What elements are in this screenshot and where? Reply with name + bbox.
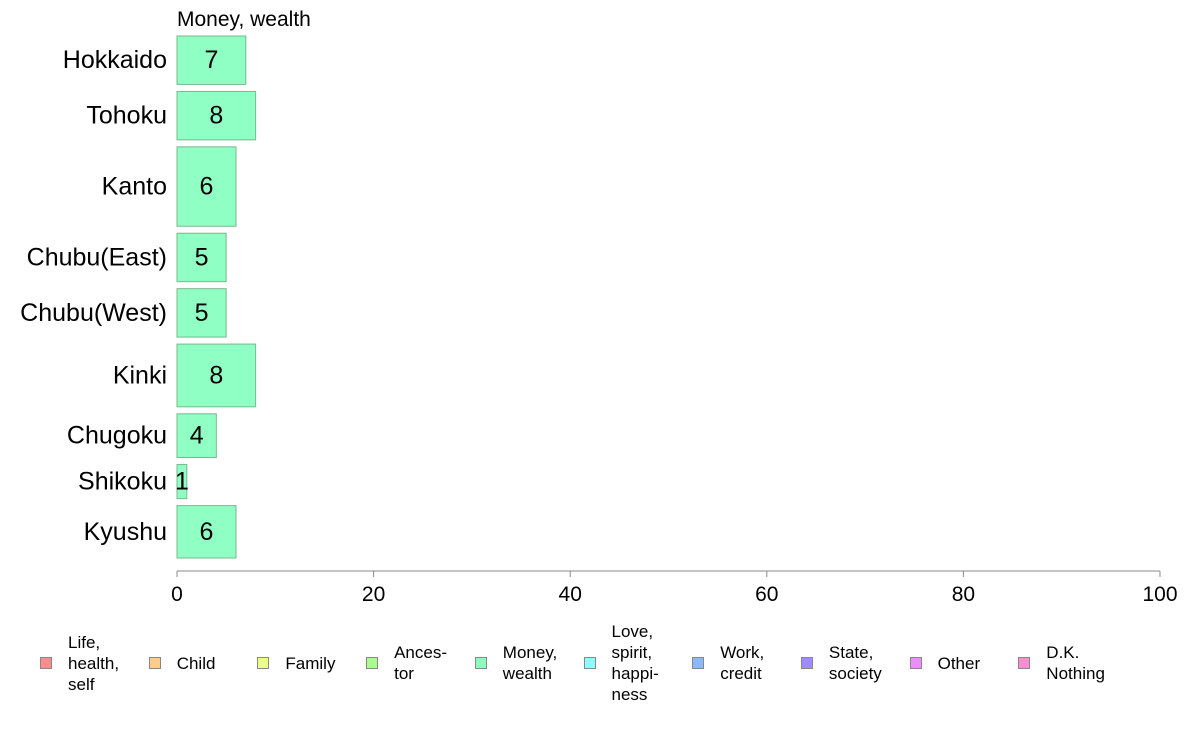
legend-swatch (1018, 657, 1031, 669)
legend-swatch (148, 657, 161, 669)
legend-item-child: Child (148, 620, 216, 706)
legend-swatch (366, 657, 379, 669)
legend-item-ances-tor: Ances- tor (366, 620, 447, 706)
bars-group: Hokkaido 7 Tohoku 8 Kanto 6 Chubu(East) 5 Chubu(… (20, 35, 257, 559)
legend-label: State, society (828, 643, 882, 683)
bar-value-label: 6 (200, 518, 214, 546)
bar-chart: Money, wealth Hokkaido 7 Tohoku 8 Kanto 6 Chub… (20, 8, 1178, 606)
legend-item-work-credit: Work, credit (692, 620, 764, 706)
bar-kanto (176, 146, 237, 227)
legend-swatch (40, 657, 52, 669)
x-axis: 0 20 40 60 80 100 (171, 570, 1178, 606)
bar-chubu-west (176, 288, 227, 338)
bar-tohoku (176, 90, 257, 141)
bar-value-label: 4 (190, 422, 204, 450)
legend-label: D.K. Nothing (1046, 643, 1105, 683)
legend-swatch (800, 657, 813, 669)
legend-label: Ances- tor (394, 643, 448, 683)
x-tick-label: 40 (559, 583, 582, 606)
legend-item-family: Family (257, 620, 335, 706)
bar-shikoku (176, 463, 188, 500)
category-label: Chugoku (67, 422, 167, 450)
legend-label: Money, wealth (502, 643, 558, 683)
category-label: Hokkaido (63, 46, 167, 74)
category-label: Chubu(East) (27, 243, 167, 271)
x-tick-label: 100 (1142, 583, 1177, 606)
x-tick-label: 60 (755, 583, 778, 606)
legend: Life, health, self Child Family Ances- tor M… (40, 620, 1160, 710)
x-tick-label: 0 (171, 583, 183, 606)
legend-label: Child (176, 653, 216, 673)
legend-label: Work, credit (720, 643, 765, 683)
legend-swatch (583, 657, 596, 669)
legend-swatch (474, 657, 487, 669)
panel-title: Money, wealth (177, 8, 311, 31)
bar-value-label: 1 (175, 468, 189, 496)
bar-value-label: 5 (195, 243, 209, 271)
category-label: Chubu(West) (20, 299, 167, 327)
x-tick-label: 20 (362, 583, 385, 606)
bar-value-label: 5 (195, 299, 209, 327)
legend-item-money-wealth: Money, wealth (474, 620, 558, 706)
category-label: Kinki (113, 361, 167, 389)
legend-label: Love, spirit, happi- ness (611, 622, 659, 704)
legend-swatch (257, 657, 270, 669)
bar-value-label: 6 (200, 173, 214, 201)
bar-kyushu (176, 505, 237, 559)
category-label: Kyushu (84, 518, 167, 546)
legend-swatch (909, 657, 922, 669)
legend-label: Life, health, self (68, 632, 120, 694)
bar-value-label: 7 (204, 46, 218, 74)
category-label: Kanto (102, 173, 167, 201)
legend-swatch (692, 657, 705, 669)
x-tick-label: 80 (952, 583, 975, 606)
bar-chubu-east (176, 232, 227, 283)
legend-item-other: Other (909, 620, 981, 706)
bar-kinki (176, 343, 257, 408)
legend-label: Other (937, 653, 981, 673)
bar-hokkaido (176, 35, 247, 85)
legend-label: Family (285, 653, 336, 673)
category-label: Shikoku (78, 468, 167, 496)
bar-value-label: 8 (209, 361, 223, 389)
bar-value-label: 8 (209, 102, 223, 130)
legend-item-life-health-self: Life, health, self (40, 620, 119, 706)
legend-item-state-society: State, society (800, 620, 882, 706)
category-label: Tohoku (86, 102, 167, 130)
legend-item-love-spirit-happi-ness: Love, spirit, happi- ness (583, 620, 659, 706)
bar-chugoku (176, 413, 217, 458)
legend-item-d-k-nothing: D.K. Nothing (1018, 620, 1105, 706)
